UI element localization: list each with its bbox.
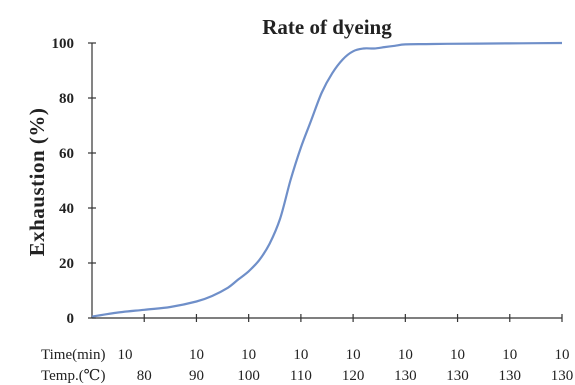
- x-row-label: Temp.(℃): [41, 368, 105, 384]
- x-tick-label: 10: [555, 347, 570, 363]
- x-tick-label: 10: [502, 347, 517, 363]
- x-tick-label: 120: [342, 368, 365, 384]
- y-axis-label: Exhaustion (%): [25, 108, 49, 257]
- x-tick-label: 10: [293, 347, 308, 363]
- x-tick-label: 10: [346, 347, 361, 363]
- y-tick-label: 60: [59, 146, 74, 162]
- y-ticks: 0 20 40 60 80 100: [52, 36, 96, 327]
- x-tick-label: 130: [499, 368, 522, 384]
- x-tick-label: 110: [290, 368, 312, 384]
- y-tick-label: 20: [59, 256, 74, 272]
- x-axis-rows: Time(min) 10 10 10 10 10 10 10 10 10 Temp.(℃) 80 90 1…: [41, 347, 573, 384]
- x-tick-label: 80: [137, 368, 152, 384]
- x-tick-label: 130: [446, 368, 469, 384]
- x-tick-label: 10: [189, 347, 204, 363]
- x-tick-label: 100: [237, 368, 260, 384]
- x-tick-label: 130: [551, 368, 574, 384]
- x-tick-label: 10: [118, 347, 133, 363]
- x-tick-label: 130: [394, 368, 417, 384]
- y-tick-label: 100: [52, 36, 75, 52]
- x-tick-label: 10: [450, 347, 465, 363]
- x-row-label: Time(min): [41, 347, 105, 363]
- y-tick-label: 0: [67, 311, 75, 327]
- y-tick-label: 40: [59, 201, 74, 217]
- plot-area: [91, 41, 563, 322]
- y-tick-label: 80: [59, 91, 74, 107]
- chart-title: Rate of dyeing: [262, 15, 392, 39]
- x-tick-label: 10: [398, 347, 413, 363]
- exhaustion-series-line: [91, 41, 563, 318]
- x-tick-label: 90: [189, 368, 204, 384]
- x-tick-label: 10: [241, 347, 256, 363]
